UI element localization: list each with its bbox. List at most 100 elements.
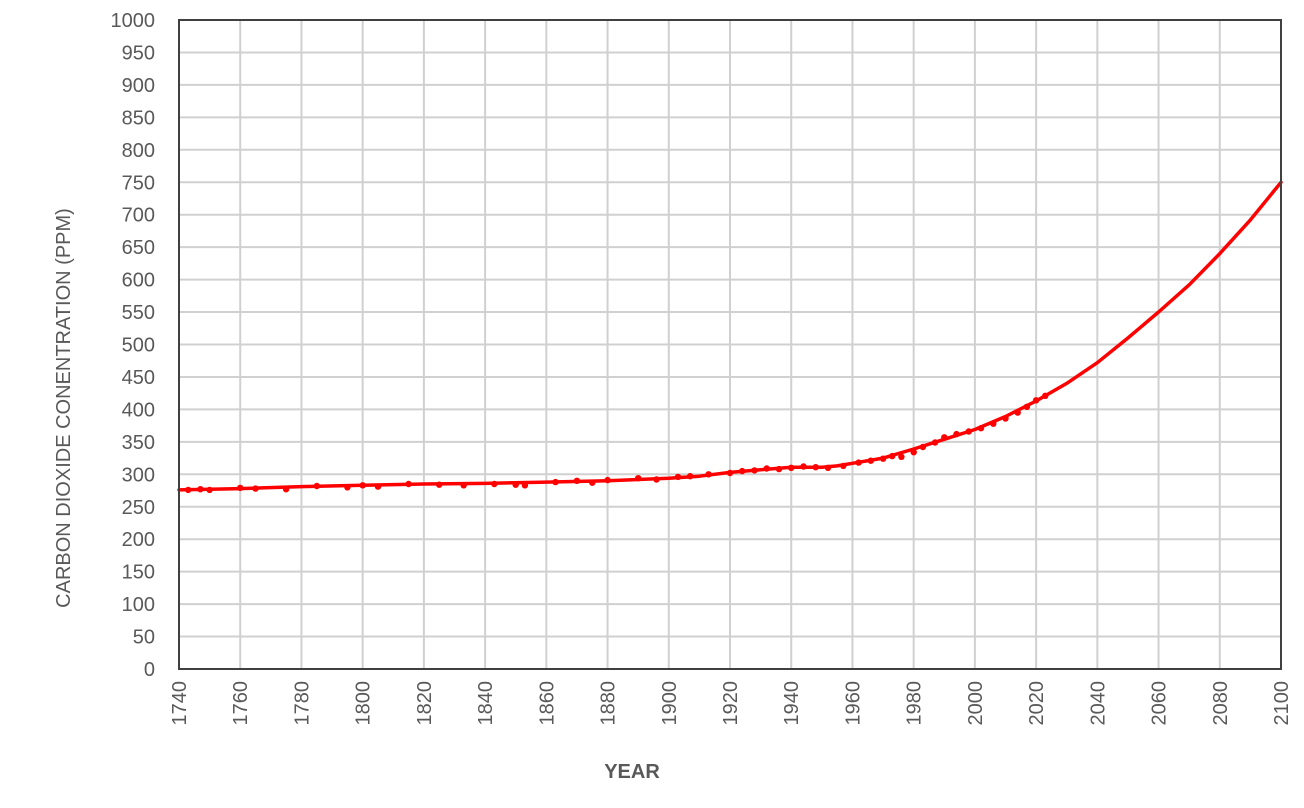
x-tick-label: 1980	[904, 681, 926, 726]
co2-data-point	[953, 430, 960, 438]
y-tick-label: 800	[122, 140, 155, 162]
co2-data-point	[185, 486, 192, 494]
co2-data-point	[855, 459, 862, 466]
y-tick-label: 900	[122, 75, 155, 97]
x-tick-label: 1940	[781, 681, 803, 726]
y-tick-label: 650	[122, 237, 155, 259]
co2-data-point	[965, 428, 972, 435]
x-tick-label: 2000	[965, 681, 987, 726]
co2-data-point	[1023, 403, 1031, 410]
co2-data-point	[405, 480, 412, 488]
co2-data-point	[206, 486, 213, 494]
y-tick-label: 750	[122, 172, 155, 194]
co2-data-point	[990, 420, 997, 427]
x-tick-label: 2080	[1210, 681, 1232, 726]
co2-data-point	[705, 471, 712, 478]
co2-data-point	[898, 453, 905, 460]
plot-border	[178, 19, 1282, 670]
y-tick-label: 600	[122, 270, 155, 292]
x-axis-title: YEAR	[604, 761, 660, 783]
y-tick-label: 950	[122, 42, 155, 64]
y-tick-label: 350	[122, 432, 155, 454]
x-tick-label: 1780	[291, 681, 313, 726]
y-tick-label: 550	[122, 302, 155, 324]
co2-data-point	[674, 473, 682, 481]
co2-data-point	[1032, 397, 1040, 404]
co2-data-point	[1042, 392, 1049, 399]
co2-data-point	[197, 486, 204, 493]
co2-data-point	[521, 482, 529, 489]
co2-data-point	[344, 484, 351, 491]
x-tick-label: 1860	[536, 681, 558, 726]
co2-data-point	[941, 434, 948, 441]
x-tick-label: 2100	[1271, 681, 1293, 726]
co2-data-point	[800, 463, 807, 470]
co2-data-point	[812, 464, 819, 471]
y-tick-label: 100	[122, 594, 155, 616]
co2-data-point	[977, 425, 985, 432]
y-tick-label: 850	[122, 107, 155, 129]
co2-data-point	[1014, 409, 1021, 416]
co2-data-point	[252, 485, 259, 492]
co2-data-point	[867, 457, 874, 464]
co2-data-point	[751, 467, 758, 474]
co2-data-point	[788, 464, 795, 471]
x-tick-label: 1800	[353, 681, 375, 726]
co2-data-point	[491, 480, 498, 488]
x-tick-label: 1740	[169, 681, 191, 726]
y-tick-label: 500	[122, 335, 155, 357]
co2-data-point	[775, 465, 783, 473]
co2-data-point	[726, 469, 734, 477]
y-tick-label: 50	[133, 627, 155, 649]
y-tick-label: 450	[122, 367, 155, 389]
x-tick-label: 1760	[230, 681, 252, 726]
gridlines	[178, 19, 1282, 670]
co2-data-point	[604, 476, 611, 484]
y-tick-label: 400	[122, 399, 155, 421]
co2-data-point	[840, 462, 847, 470]
co2-data-point	[359, 482, 366, 489]
x-tick-label: 1900	[659, 681, 681, 726]
co2-data-point	[552, 478, 559, 486]
y-tick-label: 250	[122, 497, 155, 519]
y-tick-label: 300	[122, 464, 155, 486]
data-series	[177, 180, 1283, 494]
x-tick-label: 1820	[414, 681, 436, 726]
y-tick-label: 700	[122, 205, 155, 227]
co2-data-point	[237, 484, 244, 492]
co2-data-point	[653, 476, 660, 483]
co2-data-point	[763, 465, 770, 472]
co2-data-point	[313, 482, 320, 490]
y-tick-label: 150	[122, 562, 155, 584]
co2-data-point	[739, 467, 746, 475]
co2-data-point	[589, 479, 596, 486]
x-tick-label: 2020	[1026, 681, 1048, 726]
co2-data-point	[1002, 415, 1009, 422]
co2-data-point	[460, 482, 467, 489]
x-tick-label: 1880	[598, 681, 620, 726]
x-tick-label: 1920	[720, 681, 742, 726]
co2-data-point	[635, 475, 642, 482]
x-tick-label: 2060	[1149, 681, 1171, 726]
y-tick-labels: 0 50 100 150 200 250 300 350 400 450 500 550 600 650 7…	[111, 10, 156, 681]
co2-data-point	[374, 483, 382, 490]
co2-data-point	[931, 439, 939, 446]
co2-data-point	[436, 481, 443, 488]
x-tick-label: 1840	[475, 681, 497, 726]
y-tick-label: 200	[122, 529, 155, 551]
y-axis-title: CARBON DIOXIDE CONENTRATION (PPM)	[53, 208, 75, 608]
x-tick-label: 2040	[1087, 681, 1109, 726]
co2-data-point	[687, 473, 694, 480]
x-tick-labels: 1740 1760 1780 1800 1820 1840 1860 1880 1900 1920…	[169, 681, 1293, 726]
x-tick-label: 1960	[842, 681, 864, 726]
co2-data-point	[282, 486, 290, 493]
co2-data-point	[824, 464, 832, 471]
co2-data-point	[512, 481, 519, 488]
co2-data-point	[919, 443, 927, 451]
y-tick-label: 1000	[111, 10, 156, 32]
co2-data-point	[879, 455, 887, 462]
co2-data-point	[910, 449, 917, 456]
co2-data-point	[573, 477, 581, 484]
co2-data-point	[889, 452, 896, 460]
